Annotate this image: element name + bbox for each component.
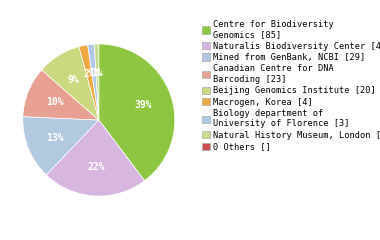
Wedge shape	[94, 44, 99, 120]
Wedge shape	[23, 117, 99, 175]
Text: 22%: 22%	[87, 162, 105, 172]
Text: 39%: 39%	[135, 100, 152, 110]
Text: 13%: 13%	[46, 132, 64, 143]
Wedge shape	[88, 44, 99, 120]
Text: 2%: 2%	[83, 69, 95, 79]
Text: 10%: 10%	[46, 97, 64, 108]
Text: 1%: 1%	[92, 68, 103, 78]
Text: 1%: 1%	[88, 68, 100, 78]
Wedge shape	[46, 120, 144, 196]
Legend: Centre for Biodiversity
Genomics [85], Naturalis Biodiversity Center [48], Mined: Centre for Biodiversity Genomics [85], N…	[202, 20, 380, 151]
Wedge shape	[99, 44, 175, 181]
Wedge shape	[42, 47, 99, 120]
Wedge shape	[79, 45, 99, 120]
Wedge shape	[23, 70, 99, 120]
Text: 9%: 9%	[68, 75, 80, 85]
